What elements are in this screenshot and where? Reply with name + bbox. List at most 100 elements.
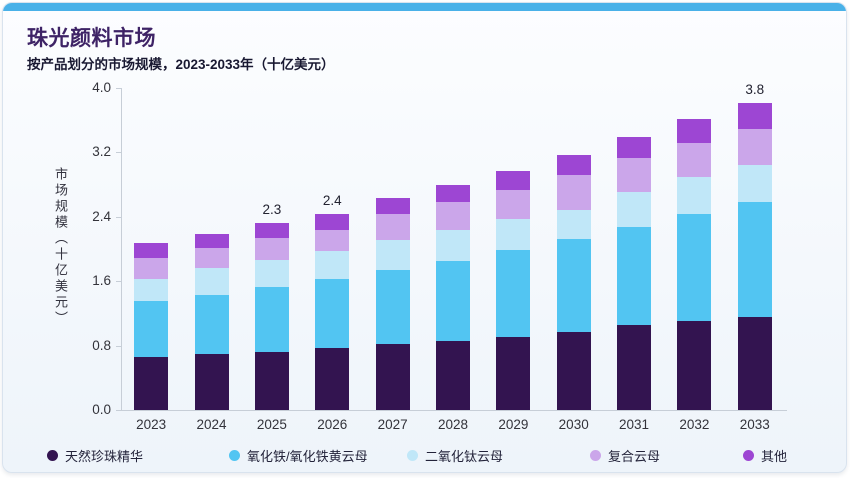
- chart-legend: 天然珍珠精华 氧化铁/氧化铁黄云母 二氧化钛云母 复合云母 其他: [3, 446, 846, 466]
- bar-segment: [496, 249, 531, 337]
- bar-segment: [254, 237, 289, 261]
- legend-dot-icon: [590, 449, 601, 461]
- y-tick-label: 3.2: [92, 144, 111, 160]
- bar-segment: [315, 214, 350, 230]
- bar-segment: [435, 202, 470, 230]
- chart-card: 珠光颜料市场 按产品划分的市场规模，2023-2033年（十亿美元） 市场规模（…: [2, 2, 847, 473]
- y-tick-label: 0.8: [92, 337, 111, 353]
- legend-item: 复合云母: [590, 446, 660, 464]
- bar-segment: [375, 344, 410, 410]
- bar-value-label: 2.3: [262, 202, 282, 218]
- x-axis-label: 2031: [619, 417, 650, 432]
- bar-segment: [315, 229, 350, 252]
- bar-segment: [194, 268, 229, 295]
- y-tick-mark: [116, 216, 122, 218]
- bar-segment: [435, 261, 470, 341]
- legend-label: 氧化铁/氧化铁黄云母: [247, 448, 368, 464]
- bar-segment: [194, 248, 229, 269]
- legend-item: 天然珍珠精华: [47, 446, 143, 464]
- x-axis-label: 2028: [437, 417, 468, 432]
- x-axis-line: [121, 410, 787, 411]
- bar-segment: [737, 202, 772, 317]
- x-axis-label: 2033: [739, 417, 770, 432]
- bar-segment: [556, 154, 591, 175]
- bar-segment: [677, 176, 712, 214]
- bar-segment: [134, 257, 169, 279]
- legend-dot-icon: [229, 449, 240, 461]
- legend-dot-icon: [407, 449, 418, 461]
- bar-segment: [617, 158, 652, 192]
- bar-2029: [496, 170, 531, 410]
- bar-segment: [375, 214, 410, 241]
- bar-segment: [194, 354, 229, 410]
- x-axis-label: 2025: [256, 417, 287, 432]
- bar-segment: [496, 190, 531, 220]
- bar-segment: [617, 227, 652, 326]
- bar-segment: [556, 174, 591, 210]
- bar-segment: [435, 340, 470, 410]
- x-axis-label: 2029: [498, 417, 529, 432]
- bar-value-label: 2.4: [322, 193, 342, 209]
- legend-item: 氧化铁/氧化铁黄云母: [229, 446, 368, 464]
- bar-2024: [194, 233, 229, 410]
- legend-label: 其他: [761, 448, 788, 464]
- bar-segment: [556, 209, 591, 240]
- bar-segment: [134, 301, 169, 357]
- bar-segment: [496, 336, 531, 410]
- bar-segment: [194, 294, 229, 355]
- y-tick-mark: [116, 345, 122, 347]
- bar-segment: [315, 278, 350, 349]
- bar-segment: [254, 286, 289, 353]
- legend-item: 二氧化钛云母: [407, 446, 503, 464]
- bar-segment: [496, 219, 531, 250]
- y-axis-line: [121, 88, 122, 411]
- y-tick-mark: [116, 152, 122, 154]
- legend-dot-icon: [743, 449, 754, 461]
- page-subtitle: 按产品划分的市场规模，2023-2033年（十亿美元）: [27, 57, 335, 72]
- legend-item: 其他: [743, 446, 787, 464]
- bar-segment: [375, 269, 410, 344]
- bar-segment: [677, 118, 712, 143]
- bar-2033: 3.8: [737, 82, 772, 410]
- y-tick-label: 2.4: [92, 208, 111, 224]
- legend-dot-icon: [47, 449, 58, 461]
- bar-segment: [737, 164, 772, 203]
- bar-segment: [315, 251, 350, 279]
- legend-label: 二氧化钛云母: [425, 448, 504, 464]
- x-axis-label: 2027: [377, 417, 408, 432]
- y-tick-mark: [116, 281, 122, 283]
- bar-2028: [435, 184, 470, 410]
- y-tick-mark: [116, 88, 122, 89]
- bar-segment: [134, 278, 169, 302]
- bar-segment: [556, 239, 591, 332]
- bar-segment: [496, 170, 531, 191]
- bar-segment: [677, 142, 712, 177]
- legend-label: 复合云母: [608, 448, 661, 464]
- bar-segment: [134, 356, 169, 410]
- x-axis-label: 2032: [679, 417, 710, 432]
- bar-segment: [677, 213, 712, 321]
- y-tick-label: 4.0: [92, 80, 111, 95]
- bar-segment: [617, 191, 652, 228]
- bar-2031: [617, 137, 652, 410]
- bar-segment: [254, 223, 289, 238]
- bar-segment: [435, 229, 470, 262]
- bar-2025: 2.3: [254, 202, 289, 410]
- card-top-accent-bar: [3, 3, 846, 11]
- bar-segment: [375, 240, 410, 270]
- bar-2030: [556, 154, 591, 410]
- bar-segment: [435, 184, 470, 203]
- x-axis-labels: 2023 2024 2025 2026 2027 2028 2029 2030 2031 2032…: [121, 417, 785, 432]
- bar-segment: [737, 103, 772, 130]
- y-tick-mark: [116, 410, 122, 411]
- bar-segment: [254, 352, 289, 410]
- y-axis-title: 市场规模（十亿美元）: [53, 167, 68, 327]
- page-title: 珠光颜料市场: [27, 27, 156, 50]
- bar-segment: [556, 331, 591, 410]
- x-axis-label: 2026: [317, 417, 348, 432]
- bar-segment: [315, 348, 350, 410]
- bar-value-label: 3.8: [745, 82, 765, 98]
- bar-segment: [375, 198, 410, 215]
- bar-2023: [134, 243, 169, 410]
- bar-segment: [194, 233, 229, 249]
